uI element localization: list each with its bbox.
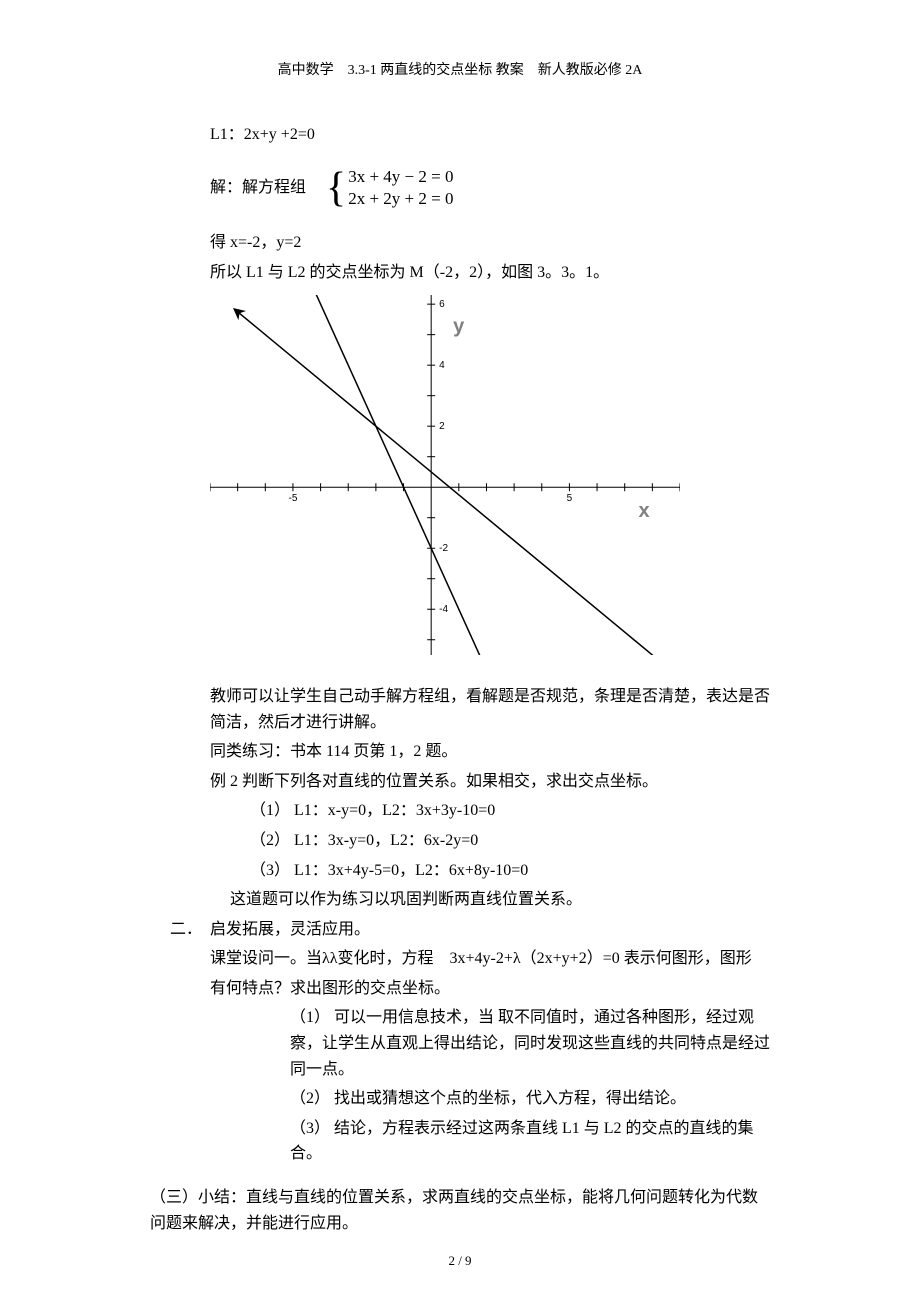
example-2-item-1: （1） L1：x-y=0，L2：3x+3y-10=0 bbox=[150, 798, 770, 824]
example-2-note: 这道题可以作为练习以巩固判断两直线位置关系。 bbox=[150, 887, 770, 913]
section-2-li1: （1） 可以一用信息技术，当 取不同值时，通过各种图形，经过观察，让学生从直观上… bbox=[150, 1005, 770, 1082]
eq-bot: 2x + 2y + 2 = 0 bbox=[348, 188, 453, 210]
intersection-chart: -5 5 -4 -2 2 4 6y x bbox=[150, 295, 770, 664]
svg-text:5: 5 bbox=[567, 494, 573, 505]
svg-text:4: 4 bbox=[439, 361, 445, 372]
result-line-1: 得 x=-2，y=2 bbox=[150, 230, 770, 256]
paragraph-1: 教师可以让学生自己动手解方程组，看解题是否规范，条理是否清楚，表达是否简洁，然后… bbox=[150, 684, 770, 735]
eq-top: 3x + 4y − 2 = 0 bbox=[348, 166, 453, 188]
section-3: （三）小结：直线与直线的位置关系，求两直线的交点坐标，能将几何问题转化为代数问题… bbox=[150, 1185, 770, 1236]
example-2-item-2: （2） L1：3x-y=0，L2：6x-2y=0 bbox=[150, 828, 770, 854]
svg-text:-2: -2 bbox=[439, 544, 448, 555]
equation-l1: L1：2x+y +2=0 bbox=[150, 122, 770, 148]
section-2-title: 二． 启发拓展，灵活应用。 bbox=[150, 917, 770, 943]
solution-equations: 解：解方程组 { 3x + 4y − 2 = 0 2x + 2y + 2 = 0 bbox=[150, 166, 770, 210]
section-2-li2: （2） 找出或猜想这个点的坐标，代入方程，得出结论。 bbox=[150, 1086, 770, 1112]
paragraph-2: 同类练习：书本 114 页第 1，2 题。 bbox=[150, 739, 770, 765]
svg-text:y: y bbox=[453, 316, 465, 338]
section-2-p1b: 有何特点？求出图形的交点坐标。 bbox=[150, 976, 770, 1002]
section-2-p1a: 课堂设问一。当λλ变化时，方程 3x+4y-2+λ（2x+y+2）=0 表示何图… bbox=[150, 946, 770, 972]
example-2-item-3: （3） L1：3x+4y-5=0，L2：6x+8y-10=0 bbox=[150, 858, 770, 884]
brace-system: { 3x + 4y − 2 = 0 2x + 2y + 2 = 0 bbox=[326, 166, 453, 210]
section-2-li3: （3） 结论，方程表示经过这两条直线 L1 与 L2 的交点的直线的集合。 bbox=[150, 1116, 770, 1167]
svg-text:2: 2 bbox=[439, 422, 445, 433]
svg-text:-4: -4 bbox=[439, 605, 448, 616]
page-header: 高中数学 3.3-1 两直线的交点坐标 教案 新人教版必修 2A bbox=[150, 60, 770, 82]
svg-text:-5: -5 bbox=[288, 494, 297, 505]
left-brace-icon: { bbox=[326, 167, 346, 209]
result-line-2: 所以 L1 与 L2 的交点坐标为 M（-2，2），如图 3。3。1。 bbox=[150, 260, 770, 286]
solve-label: 解：解方程组 bbox=[210, 175, 306, 201]
page-footer: 2 / 9 bbox=[0, 1251, 920, 1272]
svg-text:6: 6 bbox=[439, 300, 445, 311]
example-2-head: 例 2 判断下列各对直线的位置关系。如果相交，求出交点坐标。 bbox=[150, 769, 770, 795]
svg-text:x: x bbox=[639, 501, 650, 523]
